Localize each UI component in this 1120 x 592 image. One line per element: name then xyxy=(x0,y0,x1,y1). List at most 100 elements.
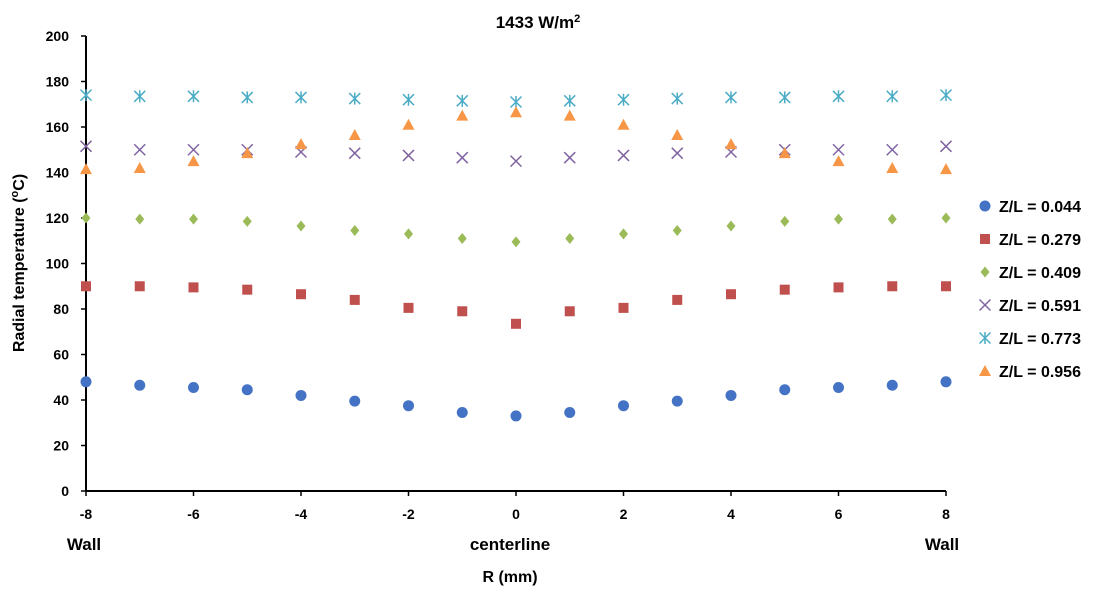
legend-label: Z/L = 0.279 xyxy=(999,232,1081,249)
data-point xyxy=(726,220,736,232)
x-tick-labels: -8 -6 -4 -2 0 2 4 6 8 xyxy=(80,506,950,522)
data-point xyxy=(834,213,843,225)
chart-title: 1433 W/m2 xyxy=(496,13,581,32)
legend-label: Z/L = 0.956 xyxy=(999,364,1081,381)
data-point xyxy=(671,147,684,160)
data-point xyxy=(780,215,790,227)
data-point xyxy=(510,410,522,422)
data-point xyxy=(295,138,307,150)
y-tick-label: 100 xyxy=(46,256,70,272)
legend-marker xyxy=(980,234,990,244)
data-point xyxy=(564,407,576,419)
data-point xyxy=(671,92,684,105)
data-point xyxy=(349,395,361,407)
data-point xyxy=(509,95,523,109)
x-tick-label: -4 xyxy=(295,506,308,522)
data-point xyxy=(886,379,898,391)
data-point xyxy=(403,400,414,412)
series-1 xyxy=(80,376,952,422)
data-point xyxy=(887,281,898,292)
legend-marker xyxy=(979,200,991,212)
data-point xyxy=(511,236,521,248)
legend-marker xyxy=(979,365,991,376)
data-point xyxy=(778,147,791,159)
data-point xyxy=(457,232,467,244)
x-axis-title: R (mm) xyxy=(482,569,537,586)
legend-marker xyxy=(978,298,992,312)
data-point xyxy=(832,90,845,103)
data-point xyxy=(725,389,737,401)
data-point xyxy=(134,281,145,292)
data-point xyxy=(188,381,199,393)
data-point xyxy=(294,91,308,104)
data-point xyxy=(133,161,146,173)
data-point xyxy=(618,302,629,313)
series-5 xyxy=(79,89,953,109)
y-tick-label: 200 xyxy=(46,28,70,44)
data-point xyxy=(617,149,630,162)
x-tick-label: -6 xyxy=(187,506,200,522)
legend-marker xyxy=(978,331,992,345)
data-point xyxy=(456,407,468,419)
data-point xyxy=(672,294,683,305)
data-point xyxy=(296,220,306,232)
data-point xyxy=(564,306,575,317)
x-tick-label: 6 xyxy=(835,506,843,522)
x-tick-label: -8 xyxy=(80,506,93,522)
data-point xyxy=(563,151,576,164)
data-point xyxy=(79,89,93,102)
data-point xyxy=(348,147,361,160)
data-point xyxy=(135,213,145,225)
series-2 xyxy=(81,281,951,329)
y-tick-label: 80 xyxy=(53,301,69,317)
data-point xyxy=(941,212,951,224)
data-point xyxy=(80,163,92,175)
data-point xyxy=(671,395,683,407)
data-point xyxy=(509,155,523,168)
data-point xyxy=(242,284,253,295)
data-point xyxy=(456,94,469,107)
data-point xyxy=(350,225,360,237)
data-point xyxy=(887,213,897,225)
data-point xyxy=(241,147,254,159)
data-point xyxy=(618,400,629,412)
y-tick-labels: 0 20 40 60 80 100 120 140 160 180 200 xyxy=(46,28,70,499)
data-point xyxy=(779,384,791,396)
data-point xyxy=(940,163,952,175)
data-point xyxy=(726,289,736,300)
wall-left-label: Wall xyxy=(67,535,101,554)
data-point xyxy=(778,91,791,104)
data-point xyxy=(242,215,252,227)
legend-label: Z/L = 0.773 xyxy=(999,331,1081,348)
series-4 xyxy=(79,140,953,168)
data-point xyxy=(510,106,522,118)
x-tick-label: -2 xyxy=(402,506,415,522)
data-point xyxy=(457,306,468,317)
data-point xyxy=(563,94,576,107)
data-point xyxy=(133,143,146,156)
data-point xyxy=(189,213,198,225)
y-tick-label: 20 xyxy=(53,438,69,454)
data-point xyxy=(80,376,92,388)
data-point xyxy=(348,92,361,105)
data-point xyxy=(565,232,575,244)
data-point xyxy=(617,93,630,106)
data-point xyxy=(187,155,200,167)
data-point xyxy=(402,118,415,130)
data-point xyxy=(940,376,952,388)
data-point xyxy=(563,109,576,121)
data-point xyxy=(79,140,93,153)
data-point xyxy=(833,381,844,393)
x-tick-label: 4 xyxy=(727,506,735,522)
data-point xyxy=(187,90,200,103)
data-point xyxy=(81,212,91,224)
data-point xyxy=(295,389,307,401)
x-tick-label: 0 xyxy=(512,506,520,522)
data-point xyxy=(724,91,738,104)
y-axis-title: Radial temperature (oC) xyxy=(9,174,28,352)
data-point xyxy=(349,294,360,305)
data-point xyxy=(672,225,682,237)
legend-label: Z/L = 0.591 xyxy=(999,298,1081,315)
data-point xyxy=(619,228,628,240)
